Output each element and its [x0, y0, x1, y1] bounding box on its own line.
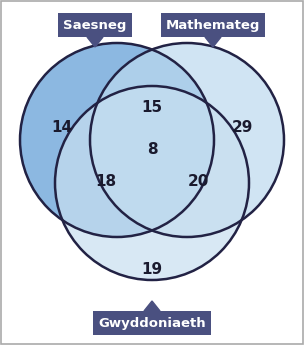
- Text: Saesneg: Saesneg: [63, 19, 127, 31]
- Circle shape: [90, 43, 284, 237]
- Polygon shape: [144, 301, 160, 311]
- Text: 15: 15: [141, 99, 163, 115]
- Text: Mathemateg: Mathemateg: [166, 19, 260, 31]
- Text: 18: 18: [95, 175, 116, 189]
- Text: 29: 29: [231, 119, 253, 135]
- Polygon shape: [205, 37, 221, 47]
- Text: 19: 19: [141, 263, 163, 277]
- Text: Gwyddoniaeth: Gwyddoniaeth: [98, 316, 206, 329]
- Text: 14: 14: [51, 119, 73, 135]
- Text: 20: 20: [187, 175, 209, 189]
- Polygon shape: [87, 37, 103, 47]
- Text: 8: 8: [147, 142, 157, 158]
- Circle shape: [20, 43, 214, 237]
- Circle shape: [55, 86, 249, 280]
